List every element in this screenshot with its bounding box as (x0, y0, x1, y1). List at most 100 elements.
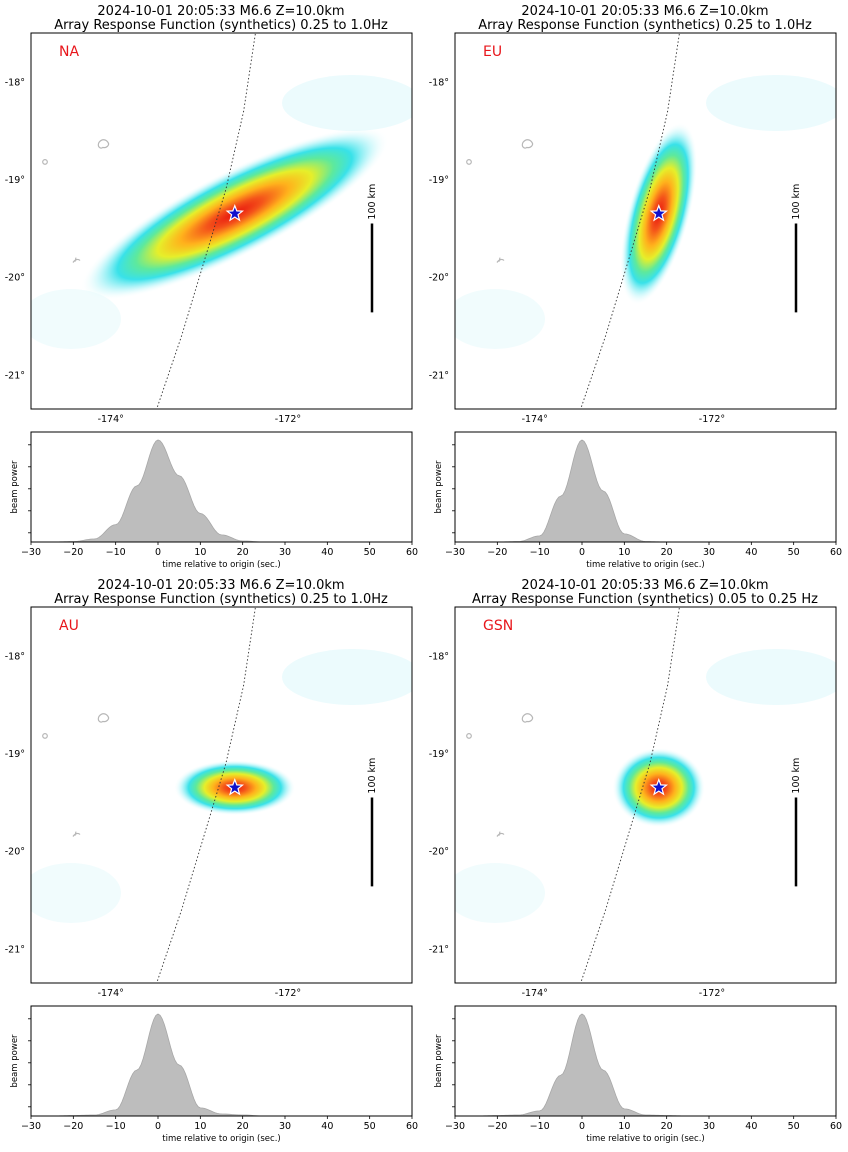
response-map: 100 km NA -18° -19° -20° -21° -174° -172° (5, 32, 413, 425)
lon-tick-label: -172° (275, 414, 301, 425)
panel-title-line1: 2024-10-01 20:05:33 M6.6 Z=10.0km (521, 578, 768, 593)
network-label: NA (59, 44, 79, 60)
beam-xlabel: time relative to origin (sec.) (586, 1134, 704, 1144)
arf-panel-eu: 2024-10-01 20:05:33 M6.6 Z=10.0km Array … (424, 0, 848, 574)
arf-panel-gsn: 2024-10-01 20:05:33 M6.6 Z=10.0km Array … (424, 574, 848, 1148)
scale-bar-label: 100 km (367, 184, 378, 220)
beam-xtick-label: −10 (530, 547, 550, 558)
island-vavau (521, 139, 534, 149)
beam-xtick-label: −20 (487, 547, 507, 558)
panel-svg: 2024-10-01 20:05:33 M6.6 Z=10.0km Array … (5, 4, 418, 570)
panel-svg: 2024-10-01 20:05:33 M6.6 Z=10.0km Array … (429, 4, 842, 570)
beam-xtick-label: 50 (364, 547, 376, 558)
beam-frame (30, 431, 413, 543)
beam-ylabel: beam power (434, 1034, 444, 1088)
arf-panel-na: 2024-10-01 20:05:33 M6.6 Z=10.0km Array … (0, 0, 424, 574)
lon-tick-label: -172° (699, 988, 725, 999)
beam-frame (30, 1005, 413, 1117)
epicenter-star (649, 204, 669, 222)
lat-tick-label: -18° (5, 77, 25, 88)
map-frame (30, 606, 413, 984)
beam-power-area (455, 1013, 836, 1117)
lat-tick-label: -21° (429, 370, 449, 381)
island-outlines (42, 139, 110, 263)
beam-xtick-label: 60 (406, 1121, 418, 1132)
beam-xtick-label: −10 (106, 547, 126, 558)
epicenter-star (649, 778, 669, 796)
island-outlines (466, 713, 534, 837)
beam-power-plot: −30 −20 −10 0 10 20 30 40 50 60 time relative to o… (434, 431, 842, 570)
epicenter-star (225, 204, 245, 222)
sidelobe (31, 863, 121, 923)
island-niuafo-ou (466, 733, 472, 739)
panel-title-line1: 2024-10-01 20:05:33 M6.6 Z=10.0km (521, 4, 768, 19)
beam-xtick-label: 0 (155, 1121, 161, 1132)
lat-tick-label: -18° (5, 651, 25, 662)
scale-bar-label: 100 km (367, 758, 378, 794)
beam-xtick-label: 50 (364, 1121, 376, 1132)
lat-tick-label: -21° (5, 944, 25, 955)
beam-xtick-label: 20 (661, 1121, 673, 1132)
lat-tick-label: -20° (429, 847, 449, 858)
lat-tick-label: -18° (429, 77, 449, 88)
beam-xtick-label: 30 (279, 547, 291, 558)
beam-xtick-label: 20 (237, 547, 249, 558)
beam-frame (454, 1005, 837, 1117)
lon-tick-label: -172° (699, 414, 725, 425)
beam-xtick-label: −10 (106, 1121, 126, 1132)
lat-tick-label: -18° (429, 651, 449, 662)
panel-title-line1: 2024-10-01 20:05:33 M6.6 Z=10.0km (97, 578, 344, 593)
lat-tick-label: -20° (5, 847, 25, 858)
island-niuafo-ou (42, 733, 48, 739)
map-frame (454, 32, 837, 410)
trench-line (156, 33, 256, 409)
beam-power-plot: −30 −20 −10 0 10 20 30 40 50 60 time relative to o… (10, 1005, 418, 1144)
beam-xtick-label: 50 (788, 547, 800, 558)
response-map: 100 km EU -18° -19° -20° -21° -174° -172° (429, 32, 837, 425)
lon-tick-label: -174° (98, 988, 124, 999)
beam-xtick-label: 30 (279, 1121, 291, 1132)
panel-svg: 2024-10-01 20:05:33 M6.6 Z=10.0km Array … (5, 578, 418, 1144)
island-outlines (42, 713, 110, 837)
lat-tick-label: -21° (429, 944, 449, 955)
sidelobe (455, 289, 545, 349)
network-label: AU (59, 618, 79, 634)
beam-xtick-label: 10 (194, 547, 206, 558)
island-haapai (72, 831, 81, 837)
panel-title-line2: Array Response Function (synthetics) 0.2… (54, 592, 388, 607)
lat-tick-label: -19° (429, 175, 449, 186)
lat-tick-label: -20° (5, 273, 25, 284)
beam-xtick-label: −30 (445, 1121, 465, 1132)
response-map: 100 km AU -18° -19° -20° -21° -174° -172° (5, 606, 413, 999)
sidelobe (455, 863, 545, 923)
response-map: 100 km GSN -18° -19° -20° -21° -174° -172° (429, 606, 837, 999)
trench-line (156, 607, 256, 983)
lat-tick-label: -20° (429, 273, 449, 284)
beam-xlabel: time relative to origin (sec.) (586, 560, 704, 570)
beam-xtick-label: 10 (618, 547, 630, 558)
beam-xtick-label: −20 (63, 1121, 83, 1132)
lon-tick-label: -174° (522, 988, 548, 999)
beam-power-area (455, 439, 836, 543)
beam-xtick-label: −30 (21, 1121, 41, 1132)
beam-xtick-label: 60 (830, 547, 842, 558)
island-niuafo-ou (466, 159, 472, 165)
beam-xtick-label: 0 (155, 547, 161, 558)
beam-xtick-label: 20 (661, 547, 673, 558)
island-haapai (72, 257, 81, 263)
map-frame (30, 32, 413, 410)
lat-tick-label: -19° (429, 749, 449, 760)
trench-line (580, 33, 680, 409)
beam-xtick-label: 40 (745, 1121, 757, 1132)
panel-title-line2: Array Response Function (synthetics) 0.2… (478, 18, 812, 33)
beam-ylabel: beam power (10, 460, 20, 514)
beam-xtick-label: 30 (703, 547, 715, 558)
sidelobe (282, 649, 412, 705)
network-label: GSN (483, 618, 513, 634)
lon-tick-label: -174° (98, 414, 124, 425)
beam-xtick-label: −30 (445, 547, 465, 558)
island-vavau (97, 139, 110, 149)
island-niuafo-ou (42, 159, 48, 165)
beam-xtick-label: 50 (788, 1121, 800, 1132)
sidelobe (706, 649, 836, 705)
